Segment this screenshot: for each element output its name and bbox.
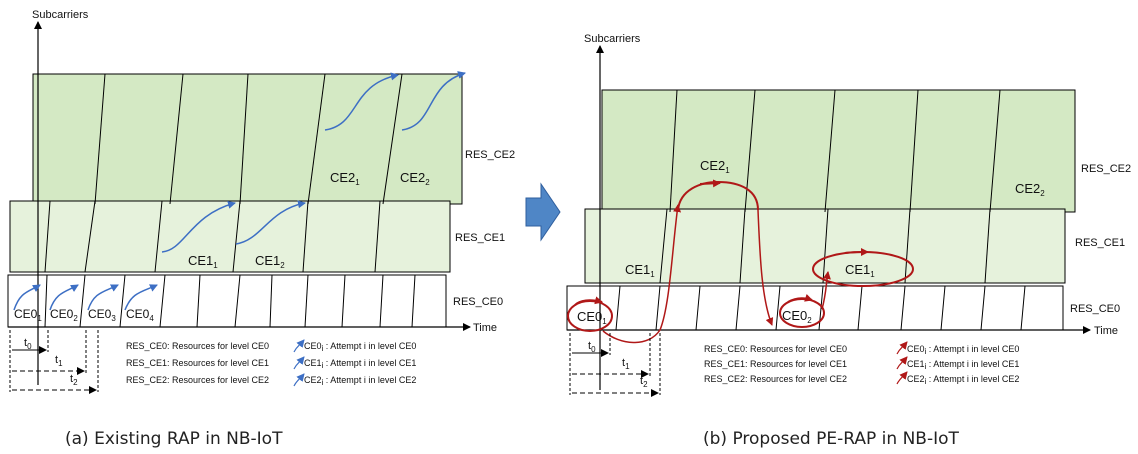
left-attempt-arrow [87, 284, 119, 311]
right-band-label-ce0: RES_CE0 [1070, 303, 1120, 315]
right-legend-resource: RES_CE1: Resources for level CE1 [704, 359, 847, 369]
left-panel: Subcarriers Time RES_CE2 RES_CE1 RES_CE0… [7, 9, 515, 449]
right-legend-resource: RES_CE0: Resources for level CE0 [704, 344, 847, 354]
left-attempt-arrow [49, 284, 79, 311]
right-band-label-ce1: RES_CE1 [1075, 237, 1125, 249]
left-attempt-arrow [235, 200, 306, 245]
right-ce1-cell-label: CE11 [625, 262, 655, 279]
left-legend-resource: RES_CE2: Resources for level CE2 [126, 375, 269, 385]
right-ce1-cell-label: CE11 [845, 262, 875, 279]
left-ce2-cell-label: CE22 [400, 170, 430, 187]
right-legend-attempt: CE1i : Attempt i in level CE1 [907, 359, 1019, 371]
left-ce0-cell-label: CE04 [126, 307, 154, 323]
left-legend-resource: RES_CE1: Resources for level CE1 [126, 358, 269, 368]
right-timing-label: t2 [640, 375, 648, 389]
left-legend-attempt: CE2i : Attempt i in level CE2 [304, 375, 416, 387]
left-ce0-cell-label: CE02 [50, 307, 78, 323]
right-timing-label: t1 [622, 357, 630, 371]
right-ce2-band [601, 89, 1076, 213]
left-x-axis-label: Time [473, 322, 497, 334]
right-y-axis-label: Subcarriers [584, 33, 641, 45]
left-ce1-cell-label: CE12 [255, 253, 285, 270]
right-ce0-cell-label: CE02 [782, 308, 812, 325]
left-ce0-cell-label: CE01 [14, 307, 42, 323]
legend-arrow-icon [896, 356, 908, 370]
left-legend-attempt: CE1i : Attempt i in level CE1 [304, 358, 416, 370]
right-attempt-loop [574, 296, 603, 306]
left-caption: (a) Existing RAP in NB-IoT [65, 429, 283, 449]
left-timing-label: t2 [70, 373, 78, 387]
left-band-label-ce2: RES_CE2 [465, 149, 515, 161]
legend-arrow-icon [293, 356, 305, 370]
left-timing-label: t1 [55, 354, 63, 368]
right-attempt-loop [844, 248, 869, 257]
right-legend-resource: RES_CE2: Resources for level CE2 [704, 374, 847, 384]
right-x-axis-label: Time [1094, 325, 1118, 337]
left-ce2-band [32, 73, 463, 205]
right-attempt-loop [699, 179, 721, 188]
left-ce1-band [9, 200, 451, 273]
legend-arrow-icon [896, 371, 908, 385]
right-panel: Subcarriers Time RES_CE2 RES_CE1 RES_CE0… [566, 33, 1131, 449]
right-caption: (b) Proposed PE-RAP in NB-IoT [703, 429, 959, 449]
left-attempt-arrow [324, 72, 399, 131]
left-attempt-arrow [13, 284, 41, 311]
left-attempt-arrow [161, 200, 236, 253]
left-band-label-ce1: RES_CE1 [455, 232, 505, 244]
right-attempt-path [821, 271, 831, 310]
left-attempt-arrow [401, 71, 466, 131]
left-band-label-ce0: RES_CE0 [453, 296, 503, 308]
right-timing-label: t0 [588, 340, 596, 354]
right-band-label-ce2: RES_CE2 [1081, 163, 1131, 175]
left-legend-resource: RES_CE0: Resources for level CE0 [126, 341, 269, 351]
legend-arrow-icon [293, 373, 305, 387]
right-ce2-cell-label: CE21 [700, 158, 730, 175]
left-y-axis-label: Subcarriers [32, 9, 89, 21]
right-ce0-band [566, 285, 1064, 331]
right-legend-attempt: CE0i : Attempt i in level CE0 [907, 344, 1019, 356]
legend-arrow-icon [896, 341, 908, 355]
right-attempt-path [757, 209, 774, 326]
left-legend-attempt: CE0i : Attempt i in level CE0 [304, 341, 416, 353]
right-ce0-cell-label: CE01 [577, 309, 607, 326]
right-attempt-path [602, 204, 682, 344]
left-ce2-cell-label: CE21 [330, 170, 360, 187]
right-legend-attempt: CE2i : Attempt i in level CE2 [907, 374, 1019, 386]
right-attempt-loop [787, 293, 813, 303]
right-ce2-cell-label: CE22 [1015, 181, 1045, 198]
left-ce0-cell-label: CE03 [88, 307, 116, 323]
left-timing-label: t0 [24, 337, 32, 351]
legend-arrow-icon [293, 339, 305, 353]
left-attempt-arrow [124, 284, 158, 311]
left-ce1-cell-label: CE11 [188, 253, 218, 270]
transition-arrow-icon [525, 182, 561, 242]
